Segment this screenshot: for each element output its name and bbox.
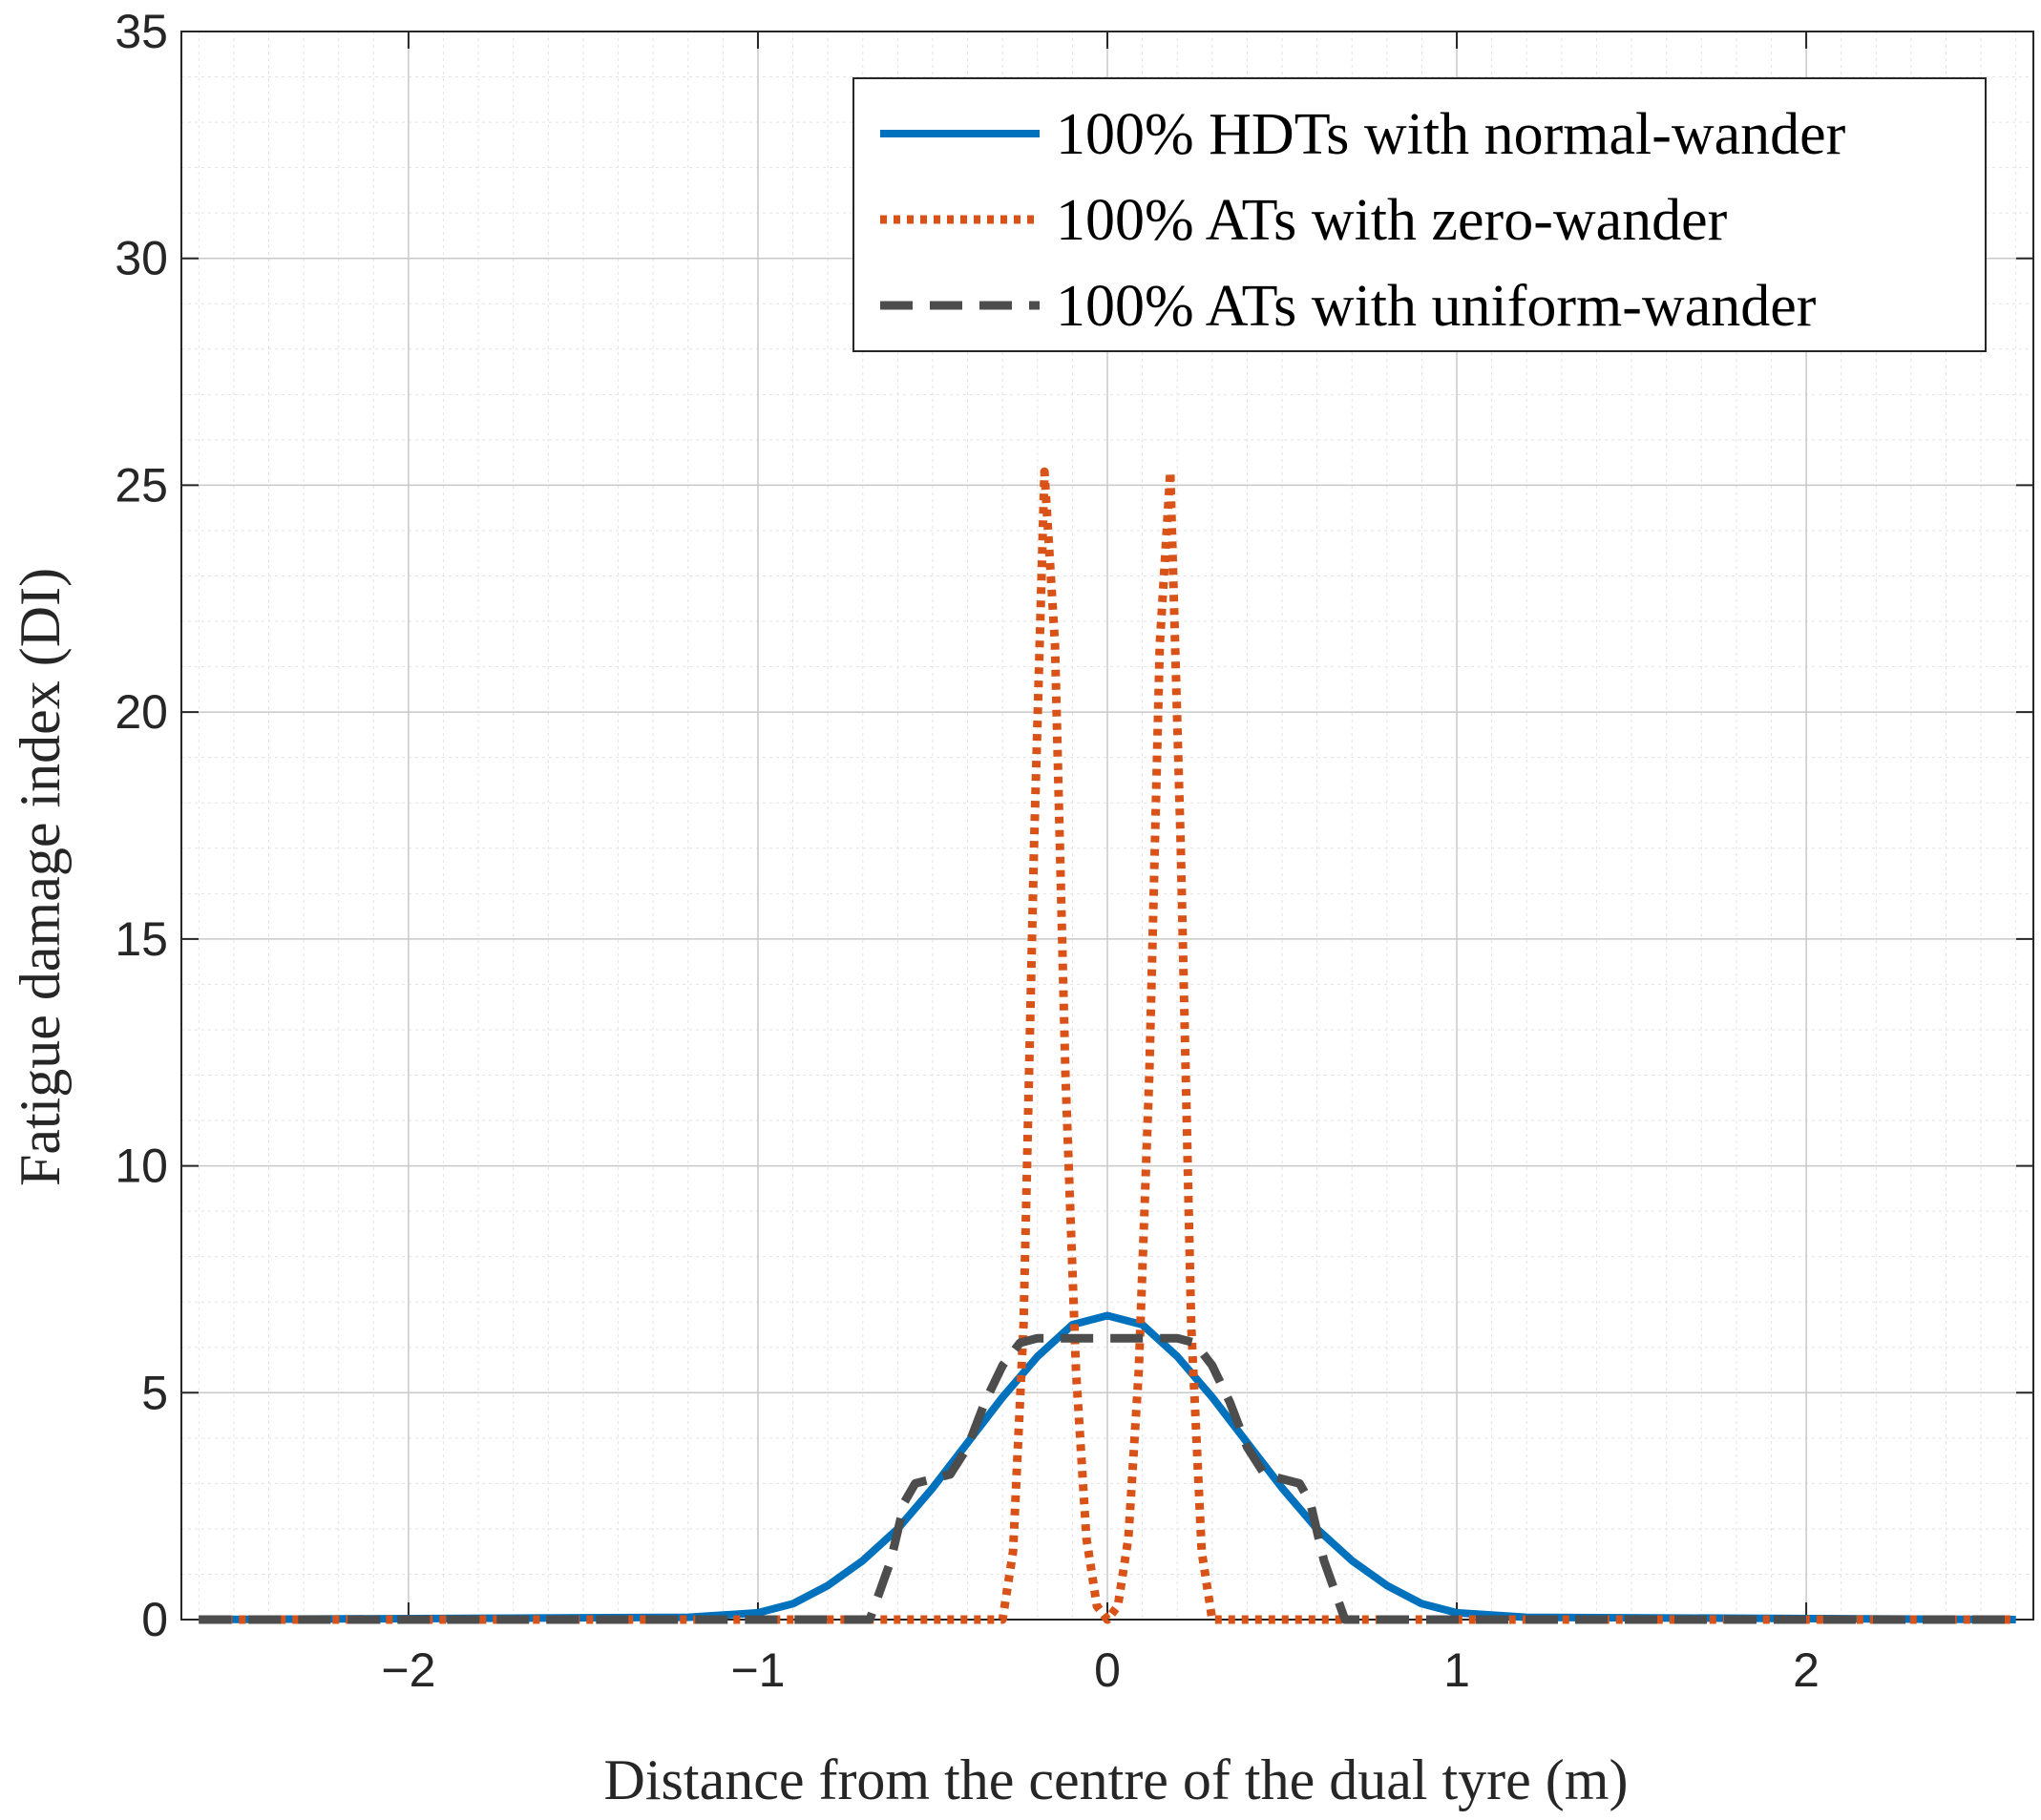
x-tick-label: 2 [1793,1643,1820,1697]
y-tick-label: 20 [115,685,168,739]
y-tick-label: 35 [115,5,168,58]
y-tick-label: 25 [115,458,168,512]
y-tick-label: 5 [141,1366,168,1419]
x-tick-label: −2 [381,1643,435,1697]
legend: 100% HDTs with normal-wander 100% ATs wit… [852,77,1987,352]
legend-box [852,77,1987,352]
y-tick-label: 15 [115,912,168,966]
y-tick-label: 0 [141,1593,168,1646]
legend-label-3: 100% ATs with uniform-wander [1056,274,1817,339]
x-tick-label: 0 [1094,1643,1121,1697]
series-line-3 [199,1333,2016,1624]
legend-label-2: 100% ATs with zero-wander [1056,188,1728,253]
y-tick-label: 30 [115,232,168,285]
y-axis-title: Fatigue damage index (DI) [9,568,72,1186]
x-axis-title: Distance from the centre of the dual tyr… [604,1748,1629,1811]
minor-grid [181,31,2033,1620]
legend-label-1: 100% HDTs with normal-wander [1056,102,1846,167]
series-line-1 [199,1311,2016,1623]
x-tick-label: 1 [1443,1643,1470,1697]
series-line-2 [199,467,2016,1624]
y-tick-label: 10 [115,1140,168,1193]
x-tick-label: −1 [730,1643,785,1697]
series-layer [199,467,2016,1624]
